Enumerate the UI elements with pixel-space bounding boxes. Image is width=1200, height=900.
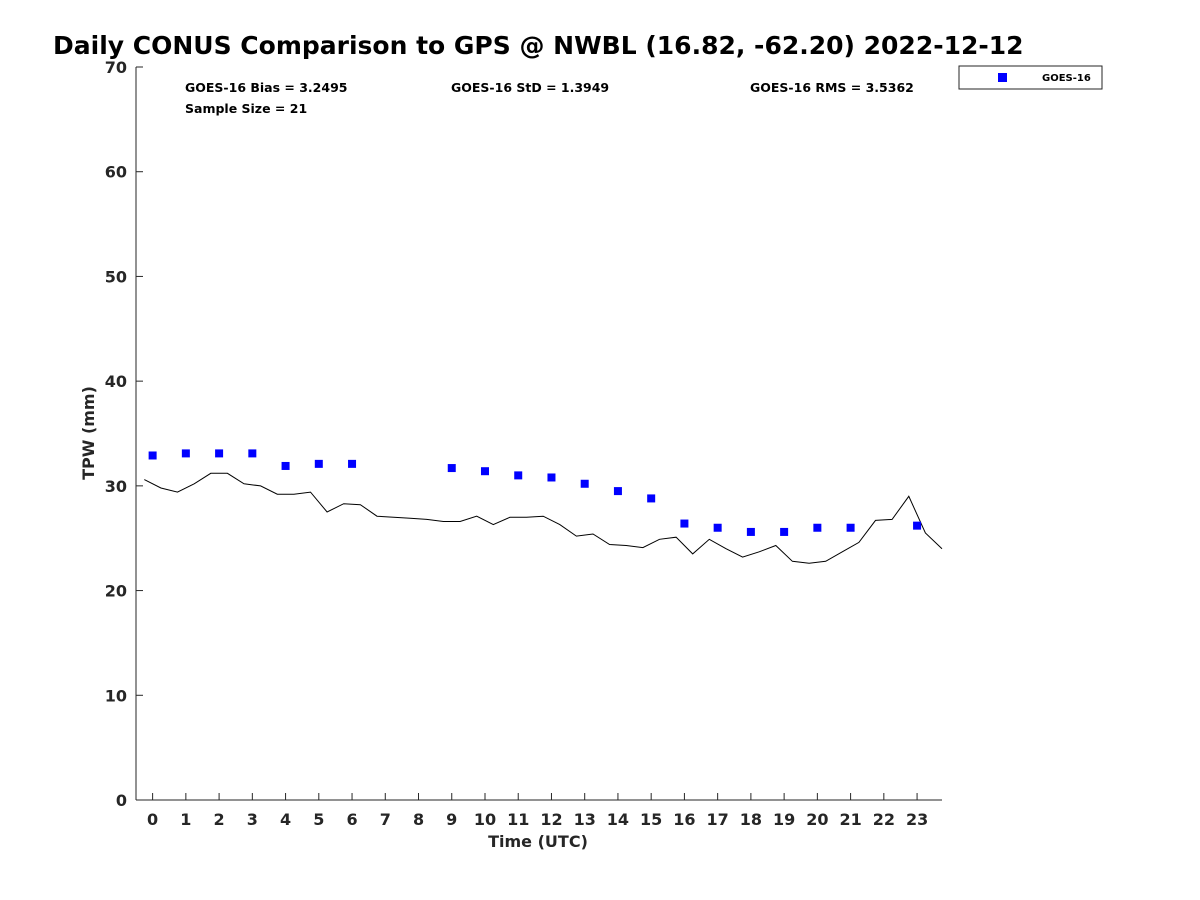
legend-marker-goes16 (998, 73, 1007, 82)
gps-line (144, 472, 943, 564)
stat-std: GOES-16 StD = 1.3949 (451, 80, 609, 95)
y-tick-label: 30 (105, 477, 127, 496)
goes16-point (746, 527, 755, 536)
gps-line-series (144, 472, 943, 564)
y-tick-label: 50 (105, 267, 127, 286)
x-tick-label: 16 (673, 810, 695, 829)
legend-label-goes16: GOES-16 (1042, 73, 1091, 84)
plot-frame (135, 67, 942, 801)
legend-box (958, 65, 1103, 90)
x-axis-label: Time (UTC) (488, 832, 588, 851)
x-ticks: 0 1 2 3 4 5 6 7 8 9 10 11 12 13 14 15 16 17 18 19 20 21 22 23 (147, 793, 928, 829)
y-tick-label: 20 (105, 582, 127, 601)
goes16-point (314, 459, 323, 468)
x-tick-label: 22 (873, 810, 895, 829)
x-tick-label: 1 (180, 810, 191, 829)
x-tick-label: 12 (540, 810, 562, 829)
x-tick-label: 9 (446, 810, 457, 829)
goes16-point (913, 521, 922, 530)
x-tick-label: 21 (839, 810, 861, 829)
goes16-point (547, 473, 556, 482)
x-tick-label: 19 (773, 810, 795, 829)
y-tick-label: 60 (105, 163, 127, 182)
goes16-point (148, 451, 157, 460)
x-tick-label: 14 (607, 810, 629, 829)
x-tick-label: 3 (247, 810, 258, 829)
x-tick-label: 17 (707, 810, 729, 829)
goes16-point (680, 519, 689, 528)
goes16-point (348, 459, 357, 468)
x-tick-label: 5 (313, 810, 324, 829)
goes16-point (215, 449, 224, 458)
goes16-point (647, 494, 656, 503)
x-tick-label: 18 (740, 810, 762, 829)
goes16-point (813, 523, 822, 532)
x-tick-label: 15 (640, 810, 662, 829)
goes16-point (281, 461, 290, 470)
chart-title: Daily CONUS Comparison to GPS @ NWBL (16… (53, 31, 1024, 60)
x-tick-label: 2 (214, 810, 225, 829)
legend: GOES-16 (958, 65, 1103, 90)
goes16-point (514, 471, 523, 480)
y-tick-label: 70 (105, 58, 127, 77)
goes16-point (846, 523, 855, 532)
x-tick-label: 6 (346, 810, 357, 829)
x-tick-label: 13 (574, 810, 596, 829)
goes16-point (780, 527, 789, 536)
goes16-point (613, 487, 622, 496)
y-tick-label: 10 (105, 686, 127, 705)
x-tick-label: 7 (380, 810, 391, 829)
x-tick-label: 10 (474, 810, 496, 829)
y-axis-label: TPW (mm) (79, 386, 98, 480)
goes16-point (181, 449, 190, 458)
goes16-point (248, 449, 257, 458)
goes16-point (580, 479, 589, 488)
y-tick-label: 0 (116, 791, 127, 810)
x-tick-label: 20 (806, 810, 828, 829)
goes16-point (713, 523, 722, 532)
goes16-point-series (148, 449, 922, 536)
stat-rms: GOES-16 RMS = 3.5362 (750, 80, 914, 95)
goes16-point (480, 467, 489, 476)
x-tick-label: 11 (507, 810, 529, 829)
stat-sample-size: Sample Size = 21 (185, 101, 307, 116)
x-tick-label: 4 (280, 810, 291, 829)
x-tick-label: 8 (413, 810, 424, 829)
goes16-point (447, 464, 456, 473)
y-tick-label: 40 (105, 372, 127, 391)
x-tick-label: 23 (906, 810, 928, 829)
x-tick-label: 0 (147, 810, 158, 829)
y-ticks: 0 10 20 30 40 50 60 70 (105, 58, 143, 810)
stat-bias: GOES-16 Bias = 3.2495 (185, 80, 347, 95)
